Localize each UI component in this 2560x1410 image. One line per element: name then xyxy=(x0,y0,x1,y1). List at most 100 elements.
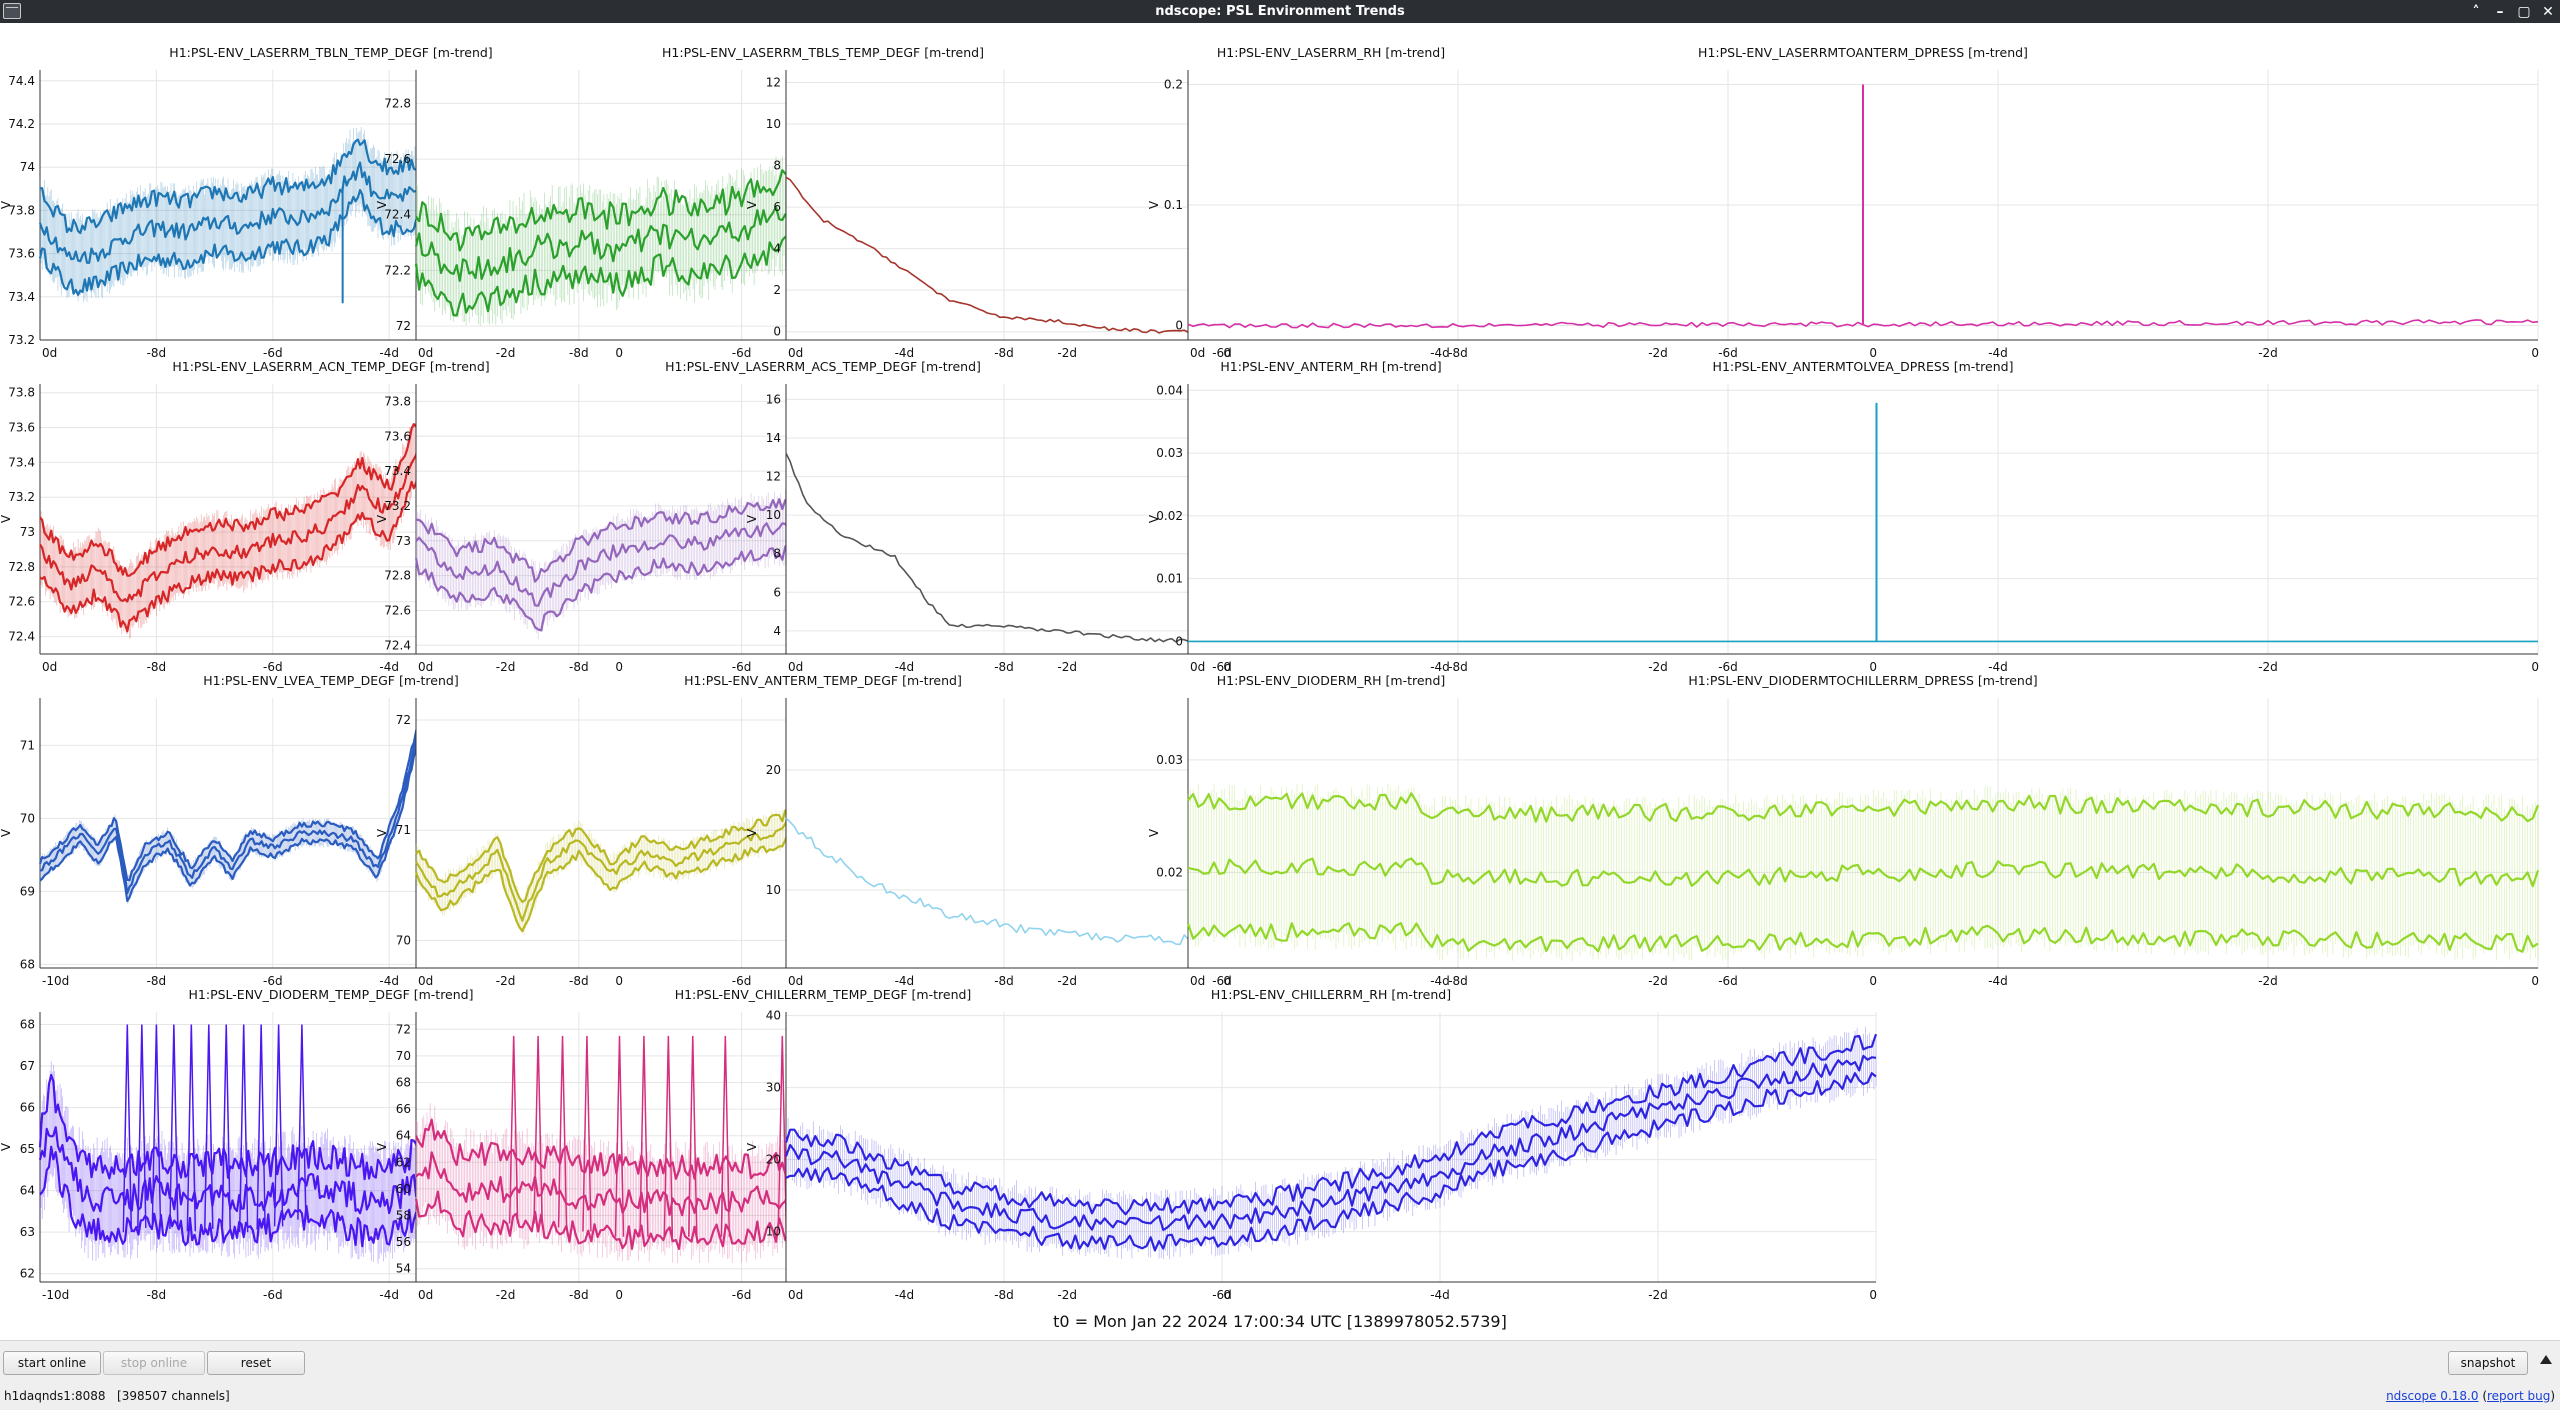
window-title: ndscope: PSL Environment Trends xyxy=(1155,4,1405,19)
x-tick-label: -6d xyxy=(732,1288,752,1302)
y-tick-label: 73 xyxy=(20,525,35,539)
plot-area[interactable] xyxy=(1188,384,2538,654)
plot-area[interactable] xyxy=(786,1012,1876,1282)
y-tick-label: 73.2 xyxy=(384,499,411,513)
x-tick-label: -6d xyxy=(1212,346,1232,360)
version-link[interactable]: ndscope 0.18.0 xyxy=(2386,1389,2479,1403)
x-tick-label: 0 xyxy=(1869,1288,1877,1302)
plot-title: H1:PSL-ENV_DIODERMTOCHILLERRM_DPRESS [m-… xyxy=(1688,673,2037,688)
x-tick-label: 0 xyxy=(1869,346,1877,360)
expand-panel-icon[interactable] xyxy=(2540,1355,2552,1364)
x-tick-label: -8d xyxy=(147,1288,167,1302)
y-tick-label: 14 xyxy=(766,431,781,445)
y-axis-label: V xyxy=(375,828,389,837)
app-window-icon[interactable] xyxy=(3,3,21,19)
x-tick-label: -8d xyxy=(994,660,1014,674)
trace-envelope xyxy=(785,1026,1877,1260)
x-tick-label: -6d xyxy=(1212,974,1232,988)
y-tick-label: 63 xyxy=(20,1225,35,1239)
report-bug-link[interactable]: report bug xyxy=(2487,1389,2551,1403)
y-tick-label: 8 xyxy=(773,547,781,561)
trace-spike xyxy=(256,1024,266,1230)
y-tick-label: 72 xyxy=(396,713,411,727)
version-info: ndscope 0.18.0 (report bug) xyxy=(2386,1389,2555,1403)
x-tick-label: 0d xyxy=(1190,974,1205,988)
x-tick-label: -6d xyxy=(1718,974,1738,988)
y-tick-label: 4 xyxy=(773,242,781,256)
trace-spike xyxy=(169,1024,179,1229)
y-tick-label: 2 xyxy=(773,283,781,297)
snapshot-label: snapshot xyxy=(2460,1356,2516,1370)
plot-panel[interactable]: H1:PSL-ENV_CHILLERRM_RH [m-trend] 10 20 30 4… xyxy=(745,987,1878,1302)
x-tick-label: 0d xyxy=(1190,346,1205,360)
y-tick-label: 62 xyxy=(396,1155,411,1169)
x-tick-label: 0d xyxy=(788,974,803,988)
x-tick-label: -4d xyxy=(1430,974,1450,988)
y-tick-label: 20 xyxy=(766,1153,781,1167)
x-tick-label: 0 xyxy=(1869,974,1877,988)
y-tick-label: 10 xyxy=(766,117,781,131)
y-tick-label: 62 xyxy=(20,1267,35,1281)
trace-line xyxy=(1186,922,2539,953)
trace-spike xyxy=(582,1035,592,1232)
trace-spike xyxy=(151,1024,162,1224)
x-tick-label: -2d xyxy=(1648,974,1668,988)
trace-spike xyxy=(508,1035,519,1224)
x-tick-label: -6d xyxy=(263,974,283,988)
plot-area[interactable] xyxy=(1188,698,2538,968)
server-address: h1daqnds1:8088 xyxy=(4,1389,106,1403)
trace-line xyxy=(1187,857,2540,888)
y-tick-label: 74.4 xyxy=(8,74,35,88)
stop-online-button: stop online xyxy=(103,1351,205,1375)
y-tick-label: 10 xyxy=(766,508,781,522)
close-icon[interactable]: ✕ xyxy=(2542,3,2554,20)
plot-panel[interactable]: H1:PSL-ENV_LASERRMTOANTERM_DPRESS [m-tre… xyxy=(1147,45,2539,360)
x-tick-label: -8d xyxy=(569,660,589,674)
x-tick-label: 0 xyxy=(615,1288,623,1302)
plot-title: H1:PSL-ENV_CHILLERRM_RH [m-trend] xyxy=(1211,987,1451,1002)
x-tick-label: -2d xyxy=(496,346,516,360)
start-online-label: start online xyxy=(17,1356,87,1370)
x-tick-label: -4d xyxy=(1988,974,2008,988)
x-tick-label: -2d xyxy=(496,1288,516,1302)
y-axis-label: V xyxy=(375,1142,389,1151)
x-tick-label: 0 xyxy=(2531,660,2539,674)
trace-spike xyxy=(221,1024,231,1230)
minimize-icon[interactable]: – xyxy=(2496,3,2504,20)
x-tick-label: -4d xyxy=(895,974,915,988)
plot-title: H1:PSL-ENV_LASERRM_RH [m-trend] xyxy=(1217,45,1445,60)
x-tick-label: -6d xyxy=(732,660,752,674)
plot-title: H1:PSL-ENV_CHILLERRM_TEMP_DEGF [m-trend] xyxy=(675,987,972,1002)
x-tick-label: -8d xyxy=(994,974,1014,988)
start-online-button[interactable]: start online xyxy=(3,1351,101,1375)
plot-panel[interactable]: H1:PSL-ENV_ANTERMTOLVEA_DPRESS [m-trend]… xyxy=(1147,359,2539,674)
y-tick-label: 72.4 xyxy=(8,630,35,644)
window-titlebar[interactable]: ndscope: PSL Environment Trends ˄ – ▢ ✕ xyxy=(0,0,2560,23)
keep-above-icon[interactable]: ˄ xyxy=(2472,3,2480,20)
trace-line xyxy=(784,1033,1878,1216)
trace-spike xyxy=(137,1024,147,1229)
plot-title: H1:PSL-ENV_ANTERMTOLVEA_DPRESS [m-trend] xyxy=(1713,359,2014,374)
plots-canvas: H1:PSL-ENV_LASERRM_TBLN_TEMP_DEGF [m-tre… xyxy=(0,45,2540,1302)
y-tick-label: 65 xyxy=(20,1142,35,1156)
plot-title: H1:PSL-ENV_LASERRMTOANTERM_DPRESS [m-tre… xyxy=(1698,45,2028,60)
snapshot-button[interactable]: snapshot xyxy=(2448,1351,2528,1375)
trace-spike xyxy=(273,1024,284,1227)
x-tick-label: 0d xyxy=(418,660,433,674)
y-tick-label: 64 xyxy=(20,1184,35,1198)
x-tick-label: -6d xyxy=(1212,660,1232,674)
plot-title: H1:PSL-ENV_ANTERM_TEMP_DEGF [m-trend] xyxy=(684,673,962,688)
plot-panel[interactable]: H1:PSL-ENV_DIODERMTOCHILLERRM_DPRESS [m-… xyxy=(1147,673,2540,988)
maximize-icon[interactable]: ▢ xyxy=(2517,3,2531,20)
y-tick-label: 73.8 xyxy=(8,386,35,400)
x-tick-label: -4d xyxy=(379,346,399,360)
y-tick-label: 0.02 xyxy=(1156,509,1183,523)
y-tick-label: 71 xyxy=(20,738,35,752)
y-tick-label: 66 xyxy=(396,1102,411,1116)
y-tick-label: 72 xyxy=(396,1022,411,1036)
y-tick-label: 30 xyxy=(766,1081,781,1095)
plot-title: H1:PSL-ENV_LVEA_TEMP_DEGF [m-trend] xyxy=(203,673,458,688)
y-tick-label: 68 xyxy=(20,1017,35,1031)
x-tick-label: -8d xyxy=(994,346,1014,360)
reset-button[interactable]: reset xyxy=(207,1351,305,1375)
